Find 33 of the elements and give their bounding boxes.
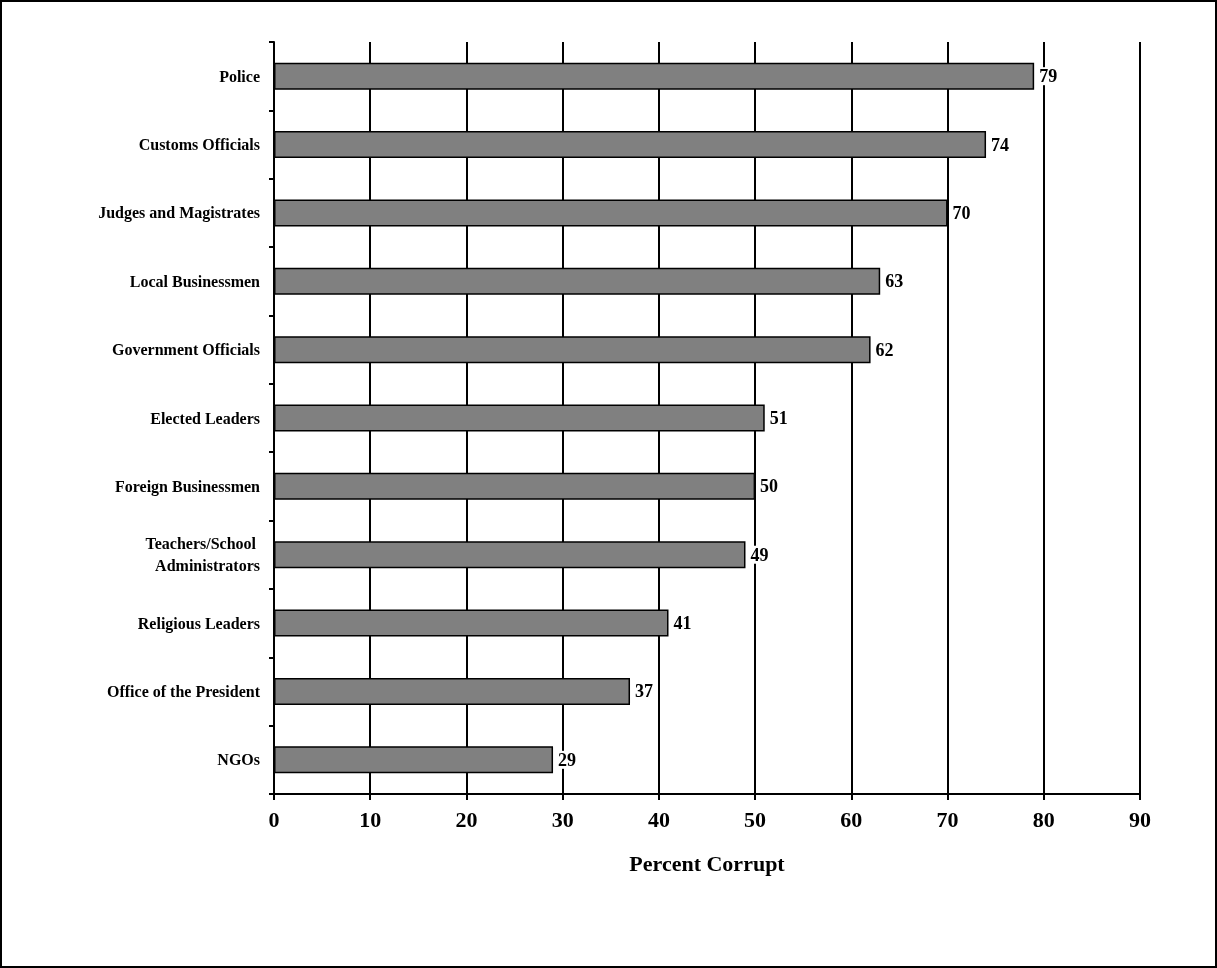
- y-tick-label: Elected Leaders: [150, 409, 260, 427]
- y-tick-label: Office of the President: [107, 682, 261, 700]
- y-tick-label: Local Businessmen: [129, 272, 261, 290]
- data-label: 79: [1039, 66, 1058, 87]
- data-label: 51: [769, 408, 788, 428]
- x-tick-label: 40: [647, 806, 670, 832]
- data-label: 70: [952, 202, 971, 223]
- x-tick-label: 0: [268, 806, 280, 832]
- x-tick-label: 90: [1129, 806, 1151, 832]
- data-label: 41: [673, 613, 692, 634]
- x-tick-label: 50: [744, 806, 767, 832]
- x-tick-label: 30: [551, 806, 574, 832]
- y-tick-label: Customs Officials: [138, 136, 260, 154]
- y-tick-label: Police: [219, 67, 260, 85]
- x-tick-label: 10: [359, 806, 382, 832]
- y-tick-label: Teachers/School Administrators: [145, 535, 260, 575]
- data-label: 74: [991, 134, 1010, 155]
- y-tick-label: Government Officials: [112, 341, 260, 359]
- y-tick-label: Judges and Magistrates: [98, 204, 260, 223]
- data-label: 50: [760, 476, 779, 497]
- x-tick-label: 80: [1032, 806, 1055, 832]
- y-tick-label: NGOs: [217, 751, 260, 769]
- data-label: 37: [635, 681, 654, 702]
- x-tick-label: 60: [840, 806, 863, 832]
- x-axis-title: Percent Corrupt: [629, 850, 786, 876]
- data-label: 63: [885, 271, 904, 292]
- data-label: 62: [875, 339, 894, 360]
- y-tick-label: Foreign Businessmen: [114, 477, 261, 496]
- data-label: 49: [750, 544, 769, 565]
- x-tick-label: 20: [455, 806, 478, 832]
- x-tick-label: 70: [936, 806, 959, 832]
- data-label: 29: [558, 749, 577, 770]
- y-tick-label: Religious Leaders: [137, 614, 260, 633]
